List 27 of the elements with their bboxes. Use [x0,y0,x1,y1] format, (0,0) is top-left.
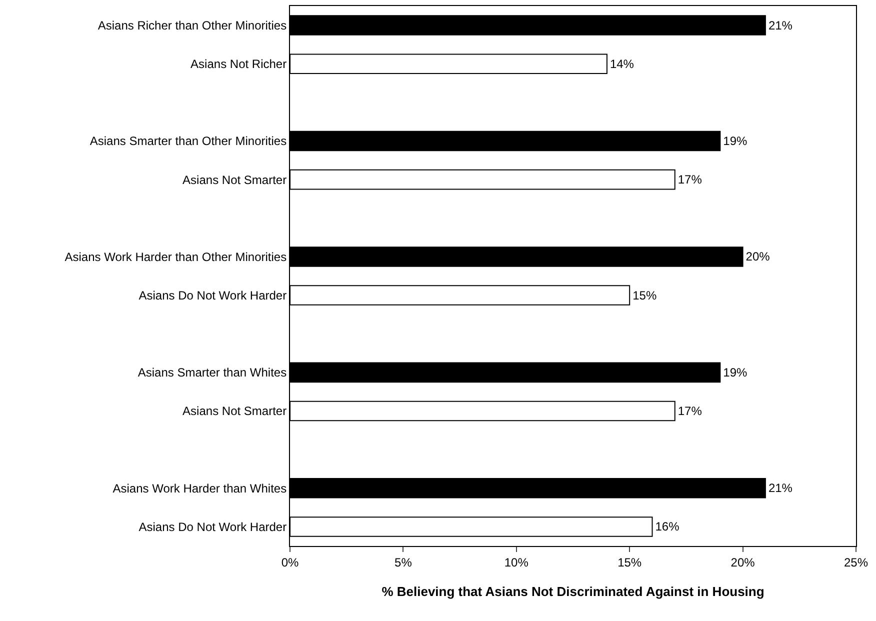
x-tick-label: 0% [281,555,299,570]
data-label: 17% [678,404,702,418]
y-tick-label: Asians Not Smarter [182,172,287,187]
y-tick-label: Asians Do Not Work Harder [138,288,287,302]
x-tick-label: 5% [394,555,412,570]
y-tick-label: Asians Do Not Work Harder [138,520,287,534]
x-tick-label: 10% [504,555,529,570]
y-tick-label: Asians Smarter than Whites [138,366,287,380]
data-label: 21% [768,481,793,496]
data-label: 19% [723,134,748,148]
y-tick-label: Asians Work Harder than Other Minorities [64,250,287,264]
y-tick-label: Asians Work Harder than Whites [112,481,287,496]
data-label: 14% [610,56,634,71]
data-label: 17% [678,172,702,187]
data-label: 15% [632,288,657,302]
x-tick-label: 15% [618,555,642,570]
x-axis-title: % Believing that Asians Not Discriminated Against in Housing [382,584,764,599]
x-tick-label: 25% [844,555,868,570]
x-tick-label: 20% [730,555,756,570]
data-label: 19% [723,365,748,380]
data-label: 21% [768,18,793,32]
y-tick-label: Asians Not Smarter [182,404,287,418]
y-tick-label: Asians Not Richer [190,57,287,72]
y-tick-label: Asians Richer than Other Minorities [98,18,287,32]
data-label: 16% [655,520,680,534]
y-tick-label: Asians Smarter than Other Minorities [90,134,287,148]
data-label: 20% [746,250,770,264]
